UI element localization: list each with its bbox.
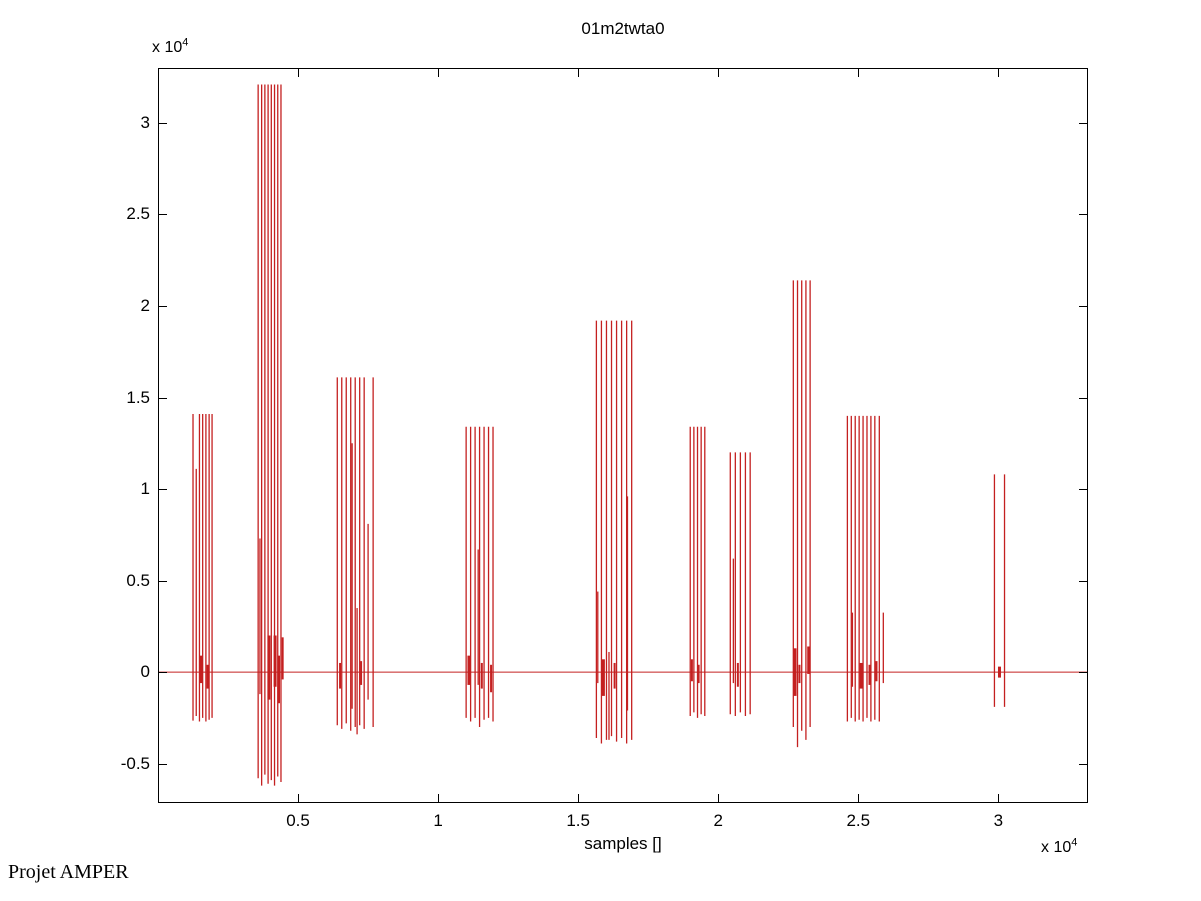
y-tick-label: 2.5 bbox=[126, 204, 150, 224]
x-tick-label: 1 bbox=[433, 811, 443, 830]
waveform-canvas bbox=[158, 68, 1088, 803]
y-tick-label: 0 bbox=[140, 662, 150, 682]
x-tick-label: 2 bbox=[713, 811, 723, 830]
x-axis-title: samples [] bbox=[584, 834, 662, 853]
y-scale-prefix: x 10 bbox=[152, 39, 183, 56]
x-tick-label: 2.5 bbox=[846, 811, 871, 830]
y-scale-exponent: 4 bbox=[182, 36, 189, 49]
plot-area bbox=[158, 68, 1088, 803]
axes-box bbox=[158, 68, 1088, 803]
x-tick-label: 0.5 bbox=[286, 811, 310, 830]
x-scale-exponent: 4 bbox=[1071, 836, 1078, 849]
y-tick-label: 1.5 bbox=[126, 387, 150, 407]
y-tick-label: 1 bbox=[140, 479, 150, 499]
chart-title: 01m2twta0 bbox=[581, 19, 665, 38]
x-scale-prefix: x 10 bbox=[1041, 839, 1072, 856]
y-tick-label: 0.5 bbox=[126, 570, 150, 590]
y-tick-label: 3 bbox=[140, 112, 150, 132]
x-tick-label: 1.5 bbox=[566, 811, 590, 830]
x-tick-label: 3 bbox=[993, 811, 1004, 830]
project-footer-label: Projet AMPER bbox=[8, 861, 129, 883]
x-axis-scale-label: x 104 bbox=[1041, 836, 1078, 857]
y-tick-label: -0.5 bbox=[120, 753, 150, 773]
y-tick-label: 2 bbox=[140, 295, 150, 315]
y-axis-scale-label: x 104 bbox=[152, 36, 189, 57]
